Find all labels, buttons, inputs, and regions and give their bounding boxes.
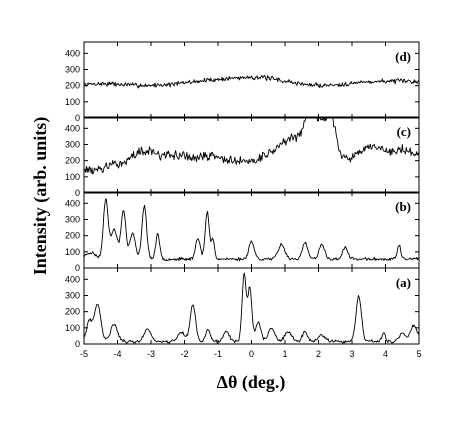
y-tick-label: 200	[65, 307, 80, 317]
x-tick-label: -2	[180, 349, 188, 359]
series-line	[83, 198, 420, 262]
y-tick-label: 200	[65, 81, 80, 91]
y-tick-label: 300	[65, 64, 80, 74]
y-tick-label: 0	[75, 263, 80, 273]
y-tick-label: 400	[65, 48, 80, 58]
y-tick-label: 0	[75, 188, 80, 198]
panel-frame	[83, 41, 420, 119]
x-tick-label: -3	[147, 349, 155, 359]
y-tick-label: 100	[65, 247, 80, 257]
panel-label: (c)	[397, 124, 411, 139]
y-tick-label: 300	[65, 214, 80, 224]
x-tick-label: 3	[349, 349, 354, 359]
y-tick-label: 300	[65, 290, 80, 300]
x-tick-label: -1	[214, 349, 222, 359]
panel-a: 0 100 200 300 400 (a)	[65, 267, 420, 349]
y-tick-label: 400	[65, 123, 80, 133]
x-tick-label: 5	[416, 349, 421, 359]
x-axis-ticks: -5 -4 -3 -2 -1 0 1 2 3 4 5	[80, 349, 422, 359]
panel-label: (b)	[395, 199, 411, 214]
series-line	[83, 116, 420, 175]
panel-label: (a)	[396, 275, 411, 290]
y-tick-label: 100	[65, 172, 80, 182]
chart-panels: 0 100 200 300 400 (d) 0 100 200 300 400 (c) 0 100 200 3…	[65, 41, 420, 349]
panel-c: 0 100 200 300 400 (c)	[65, 116, 420, 198]
y-tick-label: 200	[65, 156, 80, 166]
x-tick-label: -5	[80, 349, 88, 359]
y-tick-label: 400	[65, 274, 80, 284]
x-tick-label: -4	[113, 349, 121, 359]
x-axis-title: Δθ (deg.)	[217, 372, 286, 393]
series-line	[83, 74, 420, 89]
y-tick-label: 300	[65, 139, 80, 149]
y-tick-label: 100	[65, 97, 80, 107]
panel-b: 0 100 200 300 400 (b)	[65, 191, 420, 273]
x-tick-label: 4	[383, 349, 388, 359]
panel-frame	[83, 191, 420, 269]
panel-d: 0 100 200 300 400 (d)	[65, 41, 420, 123]
y-tick-label: 0	[75, 113, 80, 123]
panel-label: (d)	[395, 49, 411, 64]
y-tick-label: 400	[65, 198, 80, 208]
y-tick-label: 0	[75, 339, 80, 349]
y-axis-title: Intensity (arb. units)	[30, 117, 51, 276]
x-tick-label: 2	[316, 349, 321, 359]
x-tick-label: 0	[249, 349, 254, 359]
x-tick-label: 1	[282, 349, 287, 359]
series-line	[83, 272, 420, 344]
y-tick-label: 200	[65, 231, 80, 241]
y-tick-label: 100	[65, 323, 80, 333]
